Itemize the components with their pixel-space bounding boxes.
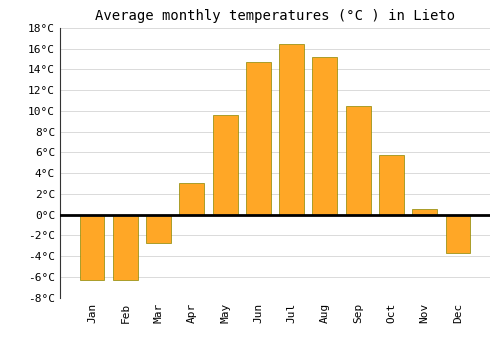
Bar	[212, 115, 238, 215]
Bar	[446, 215, 470, 253]
Bar	[312, 57, 338, 215]
Bar	[379, 155, 404, 215]
Bar	[180, 183, 204, 215]
Bar	[146, 215, 171, 243]
Bar	[412, 209, 437, 215]
Bar	[113, 215, 138, 280]
Bar	[346, 106, 370, 215]
Title: Average monthly temperatures (°C ) in Lieto: Average monthly temperatures (°C ) in Li…	[95, 9, 455, 23]
Bar	[80, 215, 104, 280]
Bar	[279, 43, 304, 215]
Bar	[246, 62, 271, 215]
